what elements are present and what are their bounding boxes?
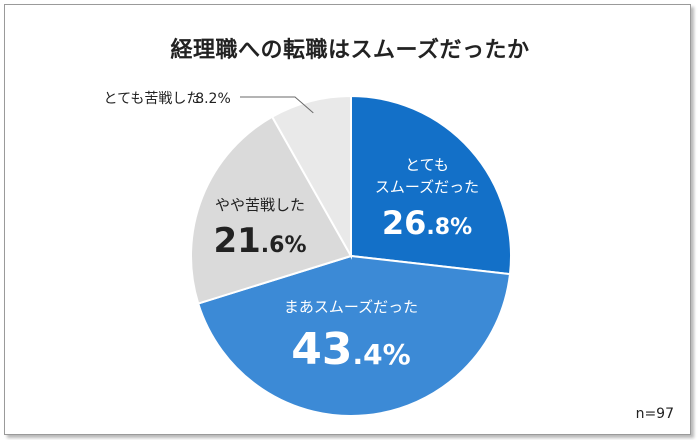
pie-slice [350, 94, 512, 276]
slice-label: やや苦戦した [215, 196, 305, 214]
slice-value: 43.4% [291, 324, 410, 375]
slice-label: とても苦戦した [104, 91, 201, 107]
leader-line [240, 96, 314, 114]
pie-slice [270, 94, 352, 260]
slice-label: スムーズだった [375, 178, 479, 196]
pie-slice [196, 254, 512, 417]
slice-value: 21.6% [213, 221, 306, 261]
sample-size-note: n=97 [635, 406, 674, 422]
slice-value: 26.8% [382, 204, 472, 242]
slice-label: とても [405, 156, 449, 174]
chart-title: 経理職への転職はスムーズだったか [170, 38, 530, 63]
slice-label: まあスムーズだった [284, 298, 418, 316]
slice-value: 8.2% [195, 91, 231, 107]
pie-slice [190, 115, 353, 305]
